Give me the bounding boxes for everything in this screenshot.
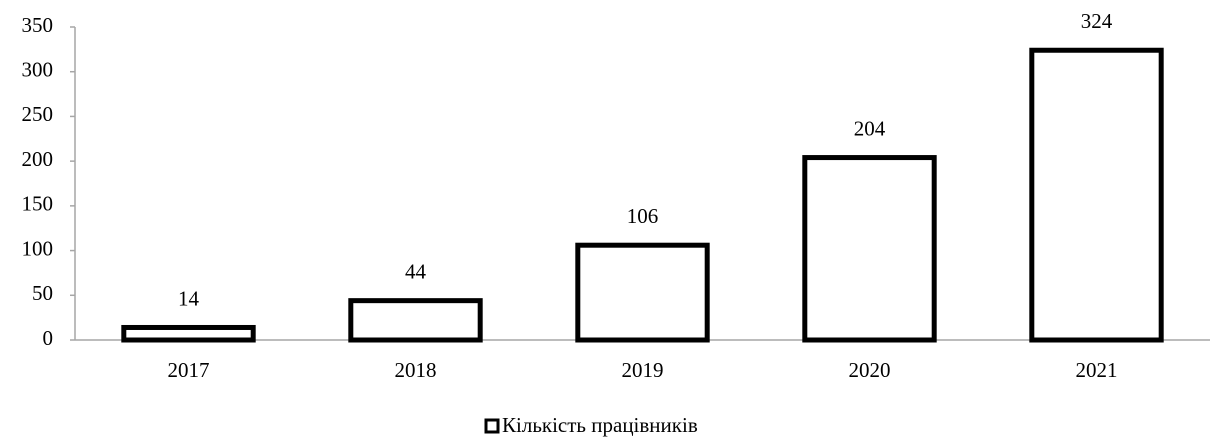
legend-marker [484, 418, 500, 434]
x-tick-label: 2021 [1076, 358, 1118, 382]
data-label: 204 [854, 116, 886, 140]
bar [1029, 47, 1164, 343]
bar [121, 324, 256, 343]
data-label: 324 [1081, 9, 1113, 33]
bar [802, 155, 937, 343]
data-label: 14 [178, 286, 200, 310]
y-tick-label: 0 [43, 326, 54, 350]
y-tick-label: 200 [22, 147, 54, 171]
data-label: 106 [627, 204, 659, 228]
y-tick-label: 100 [22, 236, 54, 260]
y-tick-label: 300 [22, 58, 54, 82]
x-tick-label: 2019 [622, 358, 664, 382]
bar [348, 298, 483, 343]
bar [575, 242, 710, 343]
x-tick-label: 2020 [849, 358, 891, 382]
y-tick-label: 350 [22, 13, 54, 37]
y-tick-label: 50 [32, 281, 53, 305]
y-tick-label: 150 [22, 192, 54, 216]
legend-label: Кількість працівників [502, 413, 698, 437]
x-tick-label: 2017 [168, 358, 210, 382]
y-tick-label: 250 [22, 102, 54, 126]
data-label: 44 [405, 259, 427, 283]
x-tick-label: 2018 [395, 358, 437, 382]
